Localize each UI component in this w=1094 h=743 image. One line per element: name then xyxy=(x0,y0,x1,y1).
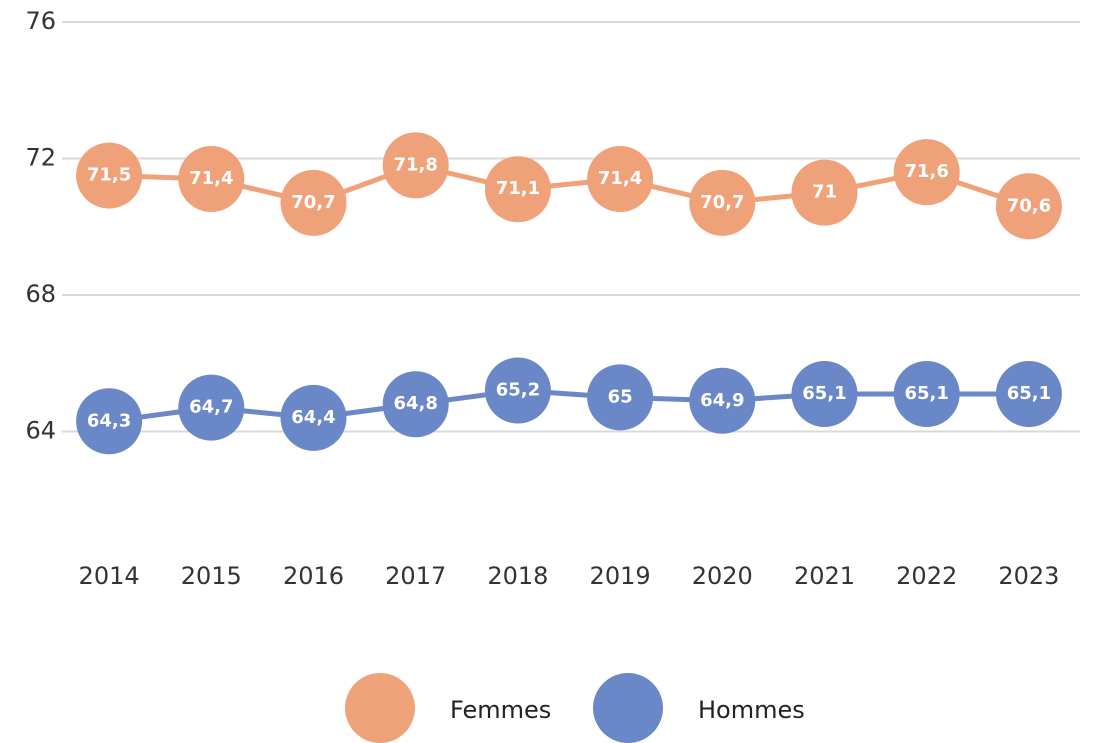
data-label: 70,7 xyxy=(291,192,335,213)
marker xyxy=(484,156,551,223)
data-label: 71 xyxy=(812,182,837,203)
x-tick-label: 2020 xyxy=(692,562,753,590)
y-tick-label: 72 xyxy=(25,144,56,172)
legend-label: Femmes xyxy=(450,696,551,724)
data-label: 71,1 xyxy=(496,178,540,199)
series-line xyxy=(109,162,1030,209)
marker xyxy=(280,169,347,236)
x-tick-label: 2016 xyxy=(283,562,344,590)
data-label: 65,1 xyxy=(904,383,948,404)
legend-marker xyxy=(593,673,663,743)
marker xyxy=(587,364,654,431)
marker xyxy=(178,374,245,441)
data-label: 71,5 xyxy=(87,165,131,186)
marker xyxy=(178,145,245,212)
x-tick-label: 2015 xyxy=(181,562,242,590)
x-tick-label: 2017 xyxy=(385,562,446,590)
y-tick-label: 76 xyxy=(25,7,56,35)
marker xyxy=(689,169,756,236)
marker xyxy=(791,159,858,226)
marker xyxy=(484,357,551,424)
data-label: 71,4 xyxy=(598,168,642,189)
x-tick-label: 2018 xyxy=(487,562,548,590)
data-label: 65 xyxy=(608,386,633,407)
data-label: 65,2 xyxy=(496,380,540,401)
marker xyxy=(791,360,858,427)
y-tick-label: 68 xyxy=(25,280,56,308)
marker xyxy=(382,371,449,438)
marker xyxy=(76,142,143,209)
data-label: 71,4 xyxy=(189,168,233,189)
data-label: 70,7 xyxy=(700,192,744,213)
marker xyxy=(893,360,960,427)
marker xyxy=(76,388,143,455)
data-label: 65,1 xyxy=(802,383,846,404)
marker xyxy=(689,367,756,434)
x-tick-label: 2014 xyxy=(79,562,140,590)
marker xyxy=(995,173,1062,240)
x-tick-label: 2022 xyxy=(896,562,957,590)
data-label: 64,3 xyxy=(87,410,131,431)
x-tick-label: 2021 xyxy=(794,562,855,590)
data-label: 64,9 xyxy=(700,390,744,411)
data-label: 64,4 xyxy=(291,407,335,428)
marker xyxy=(995,360,1062,427)
x-tick-label: 2019 xyxy=(590,562,651,590)
data-label: 70,6 xyxy=(1007,195,1051,216)
marker xyxy=(382,132,449,199)
data-label: 65,1 xyxy=(1007,383,1051,404)
series-line xyxy=(108,388,1029,424)
legend-label: Hommes xyxy=(698,696,805,724)
marker xyxy=(893,139,960,206)
x-tick-label: 2023 xyxy=(998,562,1059,590)
data-label: 71,6 xyxy=(904,161,948,182)
data-label: 64,7 xyxy=(189,397,233,418)
marker xyxy=(280,384,347,451)
data-label: 71,8 xyxy=(393,154,437,175)
data-label: 64,8 xyxy=(393,393,437,414)
marker xyxy=(587,145,654,212)
legend-marker xyxy=(345,673,415,743)
y-tick-label: 64 xyxy=(25,417,56,445)
